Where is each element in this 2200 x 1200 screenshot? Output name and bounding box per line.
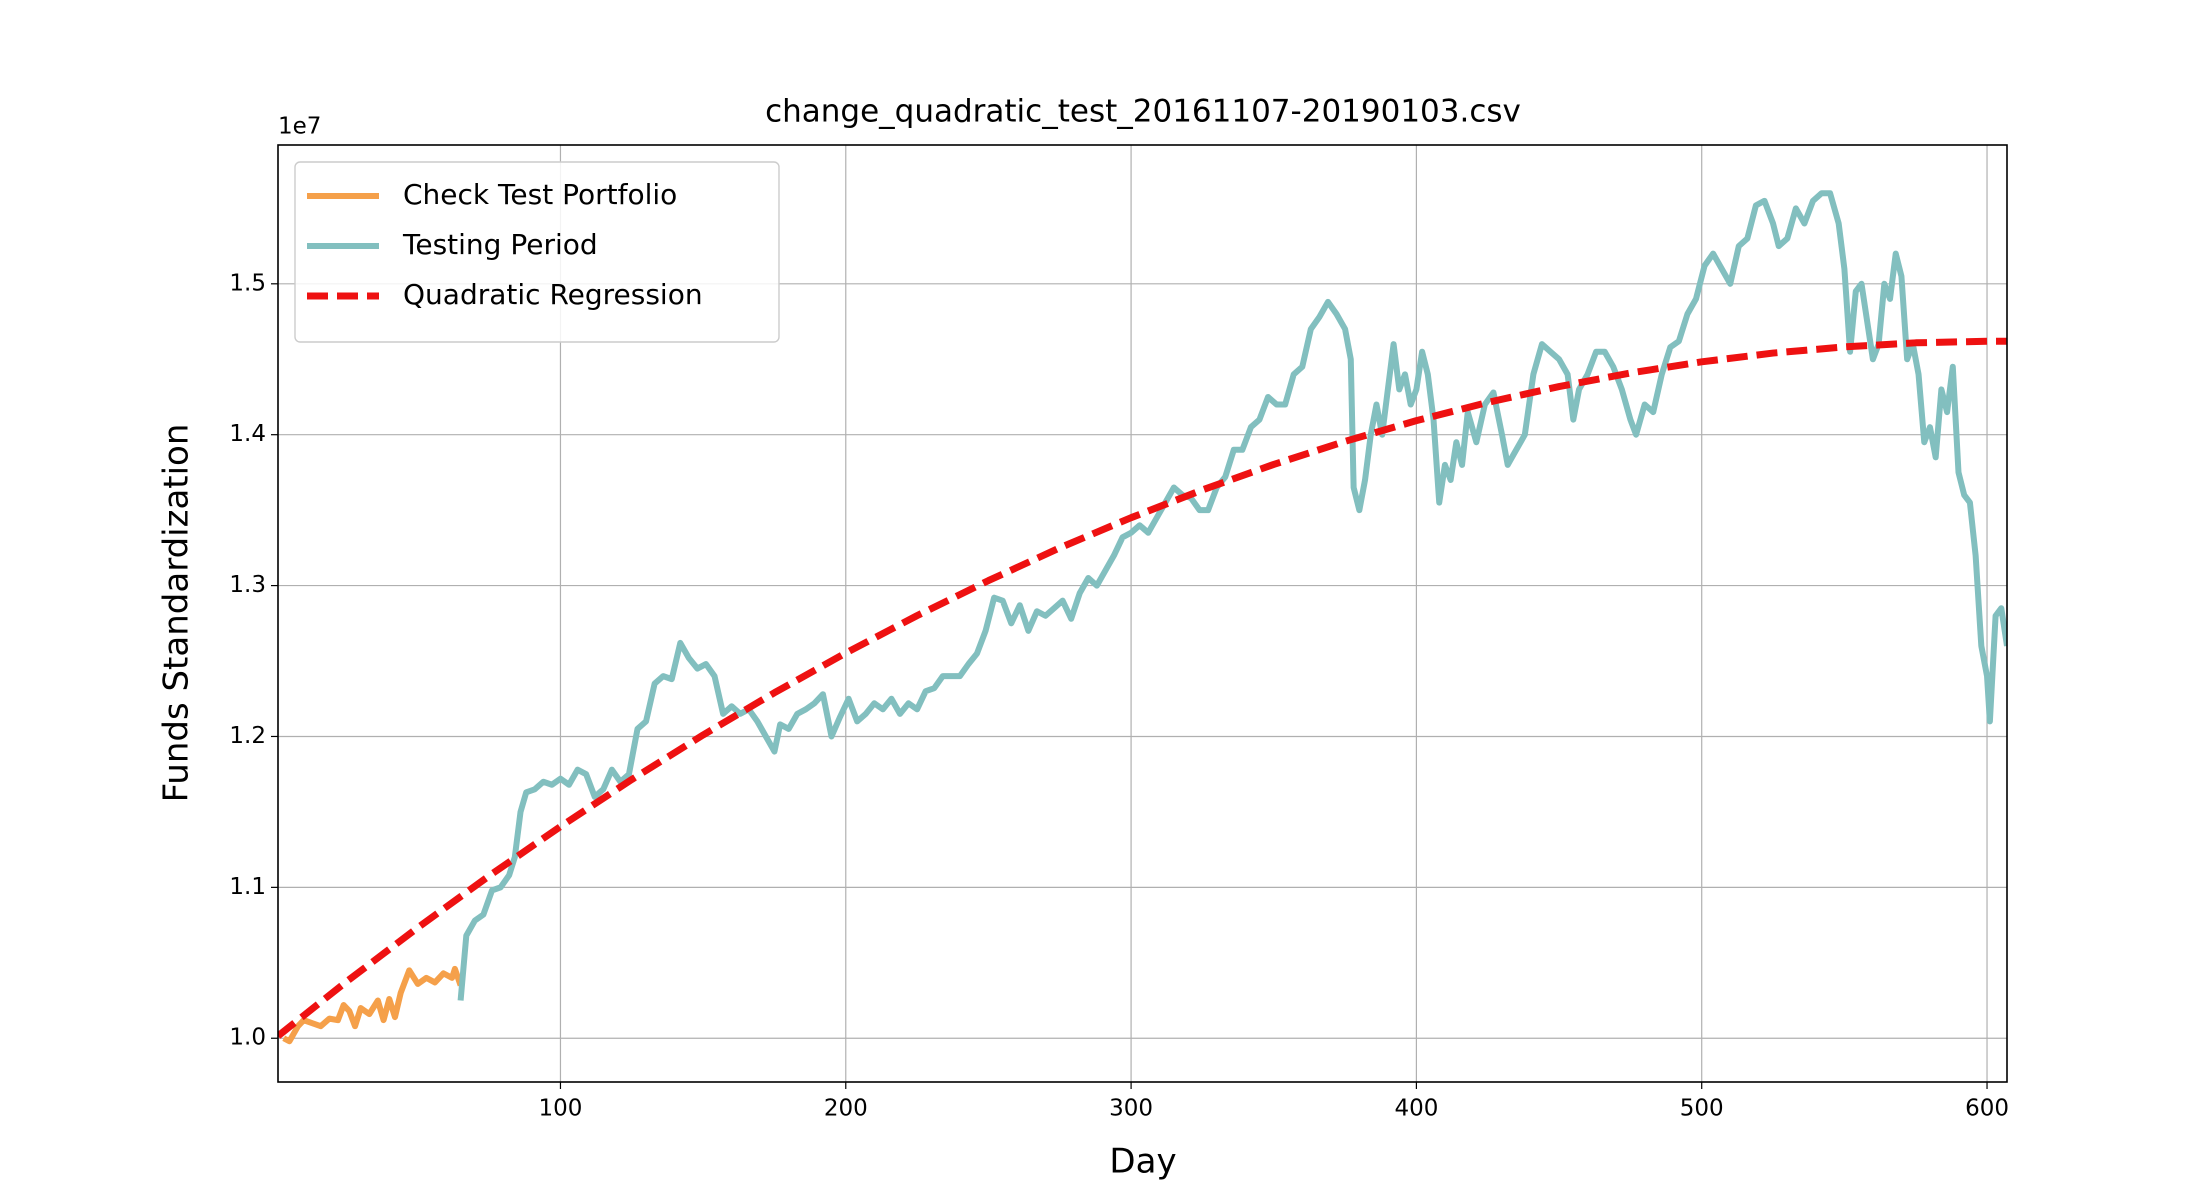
y-tick-label: 1.3 bbox=[229, 572, 266, 598]
y-axis-label: Funds Standardization bbox=[157, 424, 197, 803]
x-tick-label: 600 bbox=[1965, 1096, 2009, 1122]
y-tick-label: 1.0 bbox=[229, 1025, 266, 1051]
plot-frame bbox=[277, 144, 2008, 1083]
y-tick-label: 1.4 bbox=[229, 421, 266, 447]
chart-title: change_quadratic_test_20161107-20190103.… bbox=[765, 94, 1521, 130]
x-tick-label: 100 bbox=[539, 1096, 583, 1122]
legend-label: Testing Period bbox=[402, 228, 598, 261]
series-line bbox=[282, 965, 464, 1045]
y-tick-label: 1.2 bbox=[229, 723, 266, 749]
legend-label: Quadratic Regression bbox=[403, 278, 703, 311]
legend-box bbox=[294, 161, 780, 343]
y-offset-label: 1e7 bbox=[278, 114, 321, 140]
x-tick-label: 400 bbox=[1394, 1096, 1438, 1122]
y-tick-label: 1.5 bbox=[229, 270, 266, 296]
x-axis-label: Day bbox=[1109, 1142, 1176, 1182]
legend-label: Check Test Portfolio bbox=[403, 178, 677, 211]
x-tick-label: 300 bbox=[1109, 1096, 1153, 1122]
y-tick-label: 1.1 bbox=[229, 874, 266, 900]
series-line bbox=[278, 337, 2007, 1039]
series-line bbox=[457, 190, 2007, 1001]
x-tick-label: 500 bbox=[1680, 1096, 1724, 1122]
x-tick-label: 200 bbox=[824, 1096, 868, 1122]
